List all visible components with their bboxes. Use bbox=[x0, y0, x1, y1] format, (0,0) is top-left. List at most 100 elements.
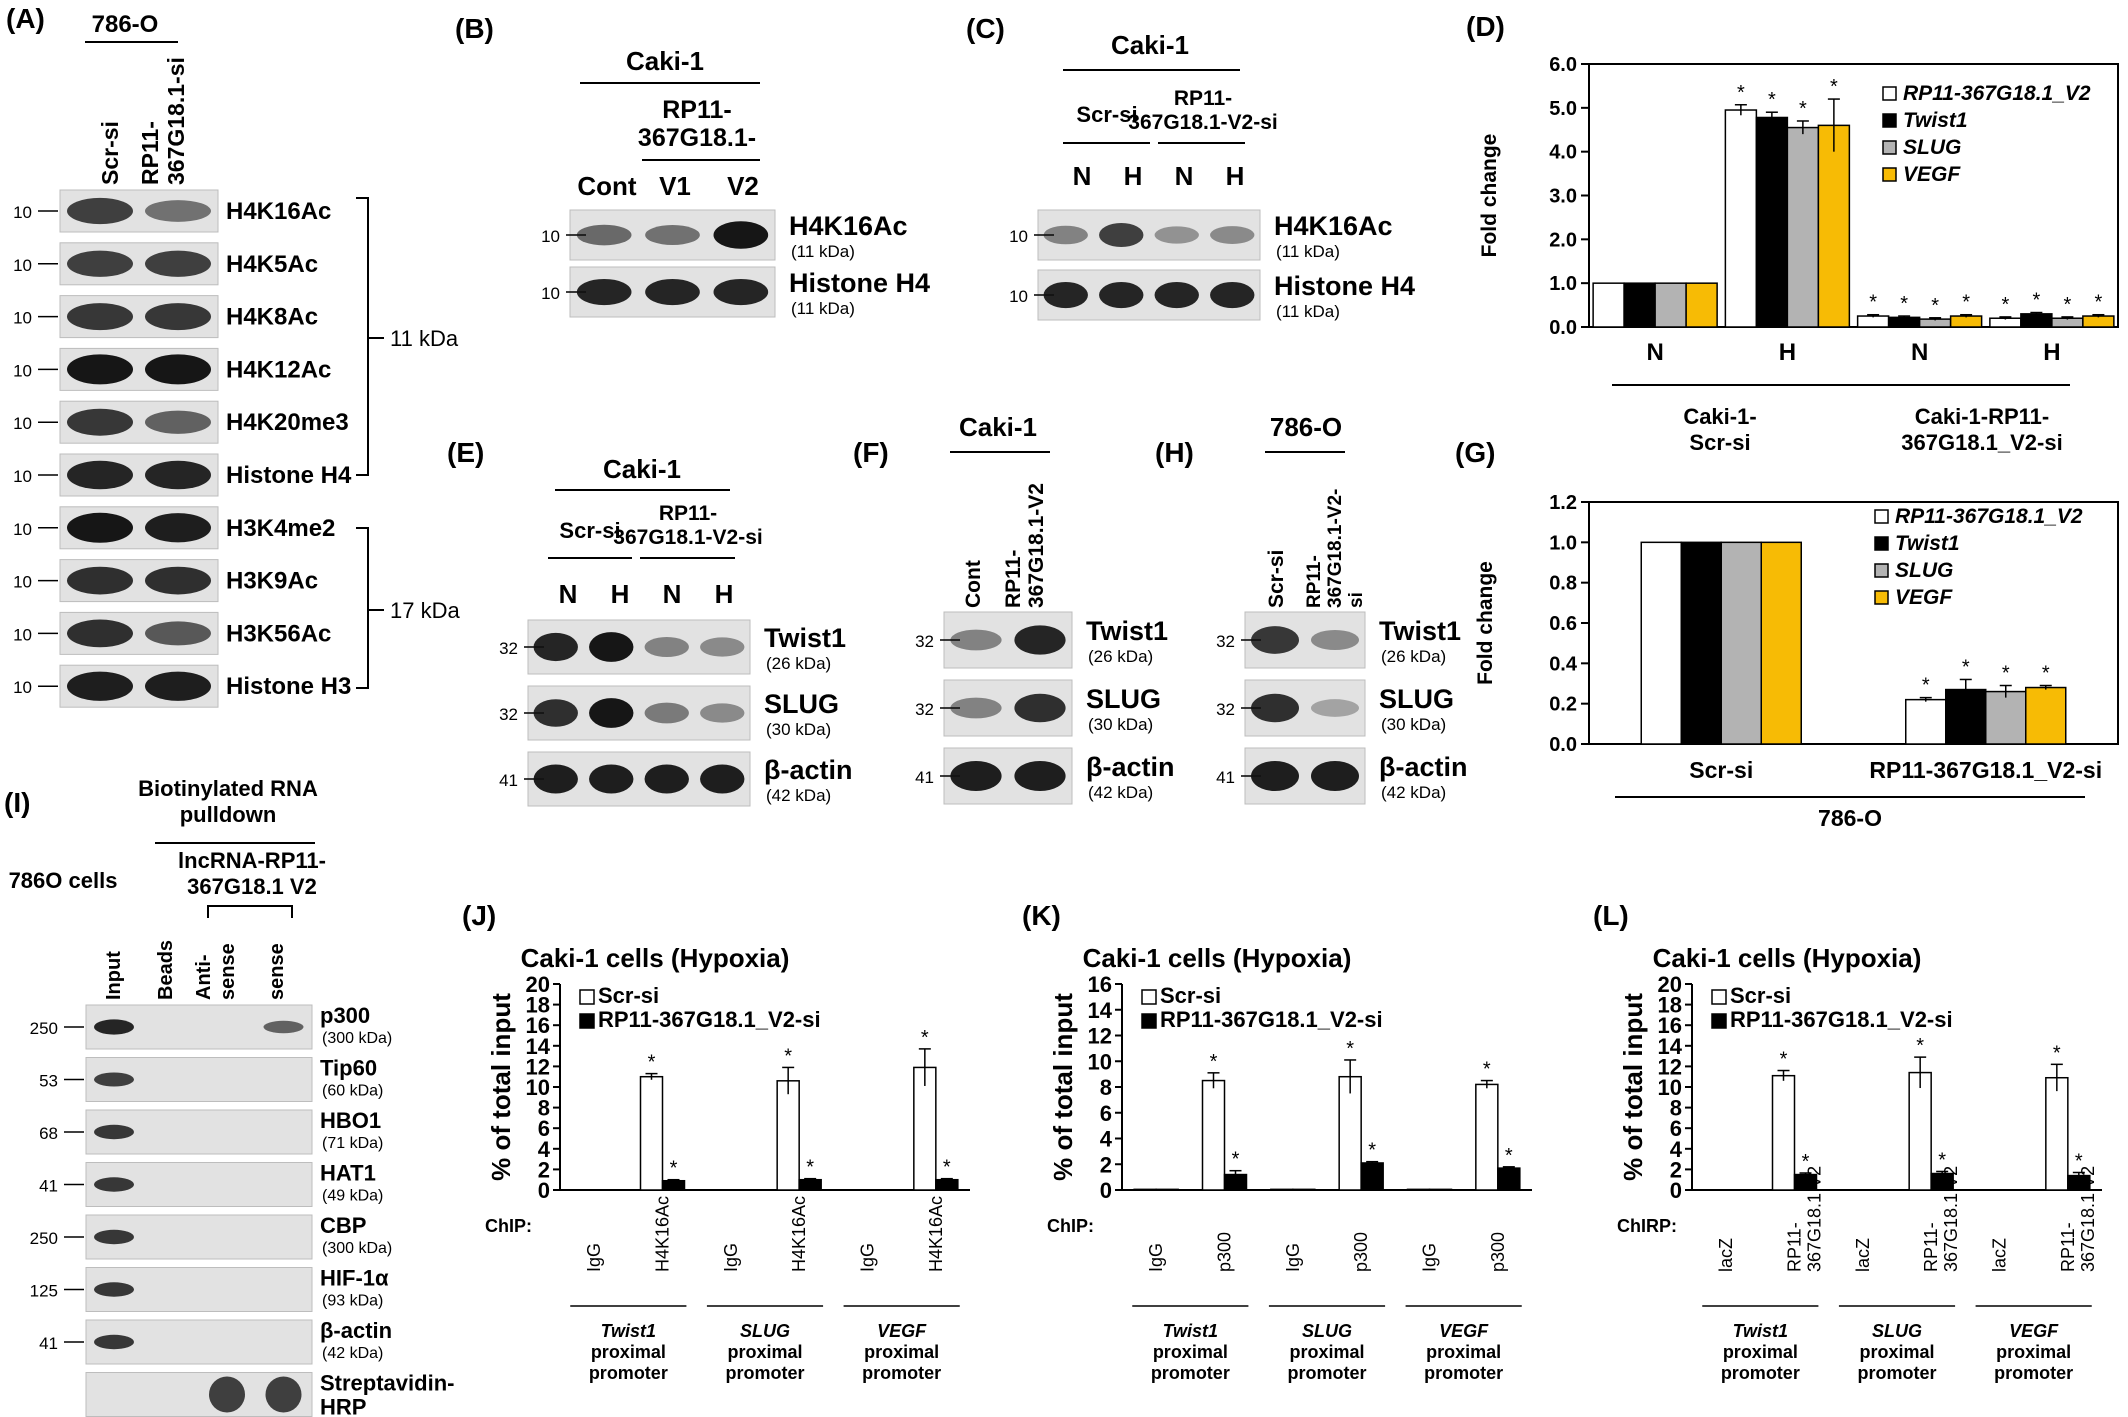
y-tick-label: 4.0 bbox=[1549, 142, 1577, 164]
group-label: Caki-1-RP11-367G18.1_V2-si bbox=[1901, 404, 2062, 455]
kda-label: (30 kDa) bbox=[766, 720, 831, 739]
kda-label: (42 kDa) bbox=[322, 1345, 383, 1362]
promoter-gene: VEGF bbox=[1439, 1321, 1489, 1341]
promoter-label: proximal promoter bbox=[1424, 1342, 1503, 1383]
legend-label: SLUG bbox=[1895, 559, 1953, 582]
promoter-label: proximal promoter bbox=[1857, 1342, 1936, 1383]
legend-swatch bbox=[1874, 536, 1889, 551]
legend-swatch bbox=[1874, 509, 1889, 524]
mw-marker-I-6: 41 bbox=[39, 1334, 58, 1353]
band-F-1-1 bbox=[1014, 693, 1066, 723]
band-A-5-1 bbox=[145, 460, 211, 490]
significance-star: * bbox=[2053, 1042, 2061, 1064]
x-tick-label: lacZ bbox=[1716, 1238, 1736, 1272]
panel-letter-I: (I) bbox=[4, 787, 30, 818]
bracket-label: 11 kDa bbox=[390, 326, 459, 351]
significance-star: * bbox=[670, 1158, 678, 1180]
band-E-2-1 bbox=[589, 764, 634, 794]
x-tick-label: lacZ bbox=[1990, 1238, 2010, 1272]
mw-marker-H-0: 32 bbox=[1216, 632, 1235, 651]
x-tick-label: IgG bbox=[1420, 1243, 1440, 1272]
x-tick-label: IgG bbox=[1283, 1243, 1303, 1272]
lane-label: Beads bbox=[155, 940, 177, 1000]
mw-marker-A-7: 10 bbox=[13, 573, 32, 592]
kda-label: (26 kDa) bbox=[766, 654, 831, 673]
y-tick-label: 8 bbox=[1670, 1096, 1682, 1121]
protein-label: H4K16Ac bbox=[1274, 211, 1393, 241]
y-tick-label: 16 bbox=[526, 1013, 550, 1038]
protein-label: H4K20me3 bbox=[226, 409, 349, 436]
bar bbox=[639, 1075, 664, 1191]
y-tick-label: 12 bbox=[1658, 1054, 1682, 1079]
mw-marker-F-1: 32 bbox=[915, 700, 934, 719]
bar bbox=[776, 1080, 800, 1191]
promoter-label: proximal promoter bbox=[589, 1342, 668, 1383]
lane-label: H bbox=[1124, 161, 1143, 191]
protein-label: Histone H4 bbox=[226, 462, 352, 489]
bracket bbox=[356, 527, 384, 689]
significance-star: * bbox=[648, 1052, 656, 1074]
lane-label: H bbox=[611, 579, 630, 609]
significance-star: * bbox=[1962, 656, 1970, 678]
group-label: Scr-si bbox=[559, 518, 620, 543]
mw-marker-I-4: 250 bbox=[30, 1229, 58, 1248]
panel-letter-G: (G) bbox=[1455, 437, 1495, 468]
streptavidin-dot bbox=[265, 1376, 302, 1413]
y-tick-label: 14 bbox=[526, 1034, 551, 1059]
panel-letter-L: (L) bbox=[1593, 900, 1629, 931]
lane-label: H bbox=[715, 579, 734, 609]
band-C-0-3 bbox=[1210, 226, 1255, 244]
bar bbox=[1887, 316, 1921, 328]
protein-label: Tip60 bbox=[320, 1056, 377, 1081]
bar bbox=[1292, 1188, 1316, 1191]
kda-label: (42 kDa) bbox=[1381, 783, 1446, 802]
kda-label: (300 kDa) bbox=[322, 1030, 392, 1047]
x-tick-label: p300 bbox=[1215, 1232, 1235, 1272]
y-tick-label: 0 bbox=[1670, 1178, 1682, 1203]
significance-star: * bbox=[1916, 1035, 1924, 1057]
lane-label: V2 bbox=[727, 171, 759, 201]
band-C-1-1 bbox=[1099, 281, 1144, 309]
bracket bbox=[356, 197, 384, 476]
legend-swatch bbox=[1141, 1013, 1157, 1029]
mw-marker-A-8: 10 bbox=[13, 625, 32, 644]
kda-label: (42 kDa) bbox=[766, 786, 831, 805]
y-tick-label: 8 bbox=[1100, 1075, 1112, 1100]
promoter-gene: VEGF bbox=[2009, 1321, 2059, 1341]
protein-label: H4K16Ac bbox=[226, 198, 331, 225]
band-I-0-3 bbox=[263, 1020, 304, 1034]
bar bbox=[1908, 1071, 1932, 1191]
band-B-0-2 bbox=[713, 221, 769, 249]
cell-line-label: 786-O bbox=[1818, 805, 1882, 831]
chart-title: Caki-1 cells (Hypoxia) bbox=[521, 943, 790, 973]
y-tick-label: 1.0 bbox=[1549, 532, 1577, 554]
band-I-2-0 bbox=[94, 1124, 134, 1140]
bar bbox=[1360, 1162, 1384, 1191]
y-tick-label: 20 bbox=[1658, 972, 1682, 997]
x-tick-label: lacZ bbox=[1853, 1238, 1873, 1272]
protein-label: H3K56Ac bbox=[226, 620, 331, 647]
band-E-1-1 bbox=[589, 698, 634, 728]
protein-label: Twist1 bbox=[764, 623, 846, 653]
x-tick-label: RP11-367G18.1 V2 bbox=[2058, 1166, 2098, 1272]
y-axis-title: Fold change bbox=[1478, 134, 1501, 258]
promoter-label: proximal promoter bbox=[1287, 1342, 1366, 1383]
significance-star: * bbox=[921, 1027, 929, 1049]
x-tick-label: p300 bbox=[1351, 1232, 1371, 1272]
bar bbox=[1786, 126, 1820, 328]
panel-letter-E: (E) bbox=[447, 437, 484, 468]
mw-marker-E-1: 32 bbox=[499, 705, 518, 724]
significance-star: * bbox=[1802, 1151, 1810, 1173]
cell-line-title: Caki-1 bbox=[959, 412, 1037, 442]
bar bbox=[1905, 698, 1947, 745]
kda-label: (30 kDa) bbox=[1381, 715, 1446, 734]
y-axis-title: % of total input bbox=[1618, 993, 1648, 1181]
bar bbox=[1720, 541, 1762, 745]
band-E-2-2 bbox=[644, 764, 689, 794]
mw-marker-F-0: 32 bbox=[915, 632, 934, 651]
kda-label: (26 kDa) bbox=[1381, 647, 1446, 666]
legend-swatch bbox=[579, 1013, 595, 1029]
legend-label: RP11-367G18.1_V2 bbox=[1903, 82, 2091, 105]
protein-label: p300 bbox=[320, 1003, 370, 1028]
bar bbox=[2082, 315, 2115, 328]
